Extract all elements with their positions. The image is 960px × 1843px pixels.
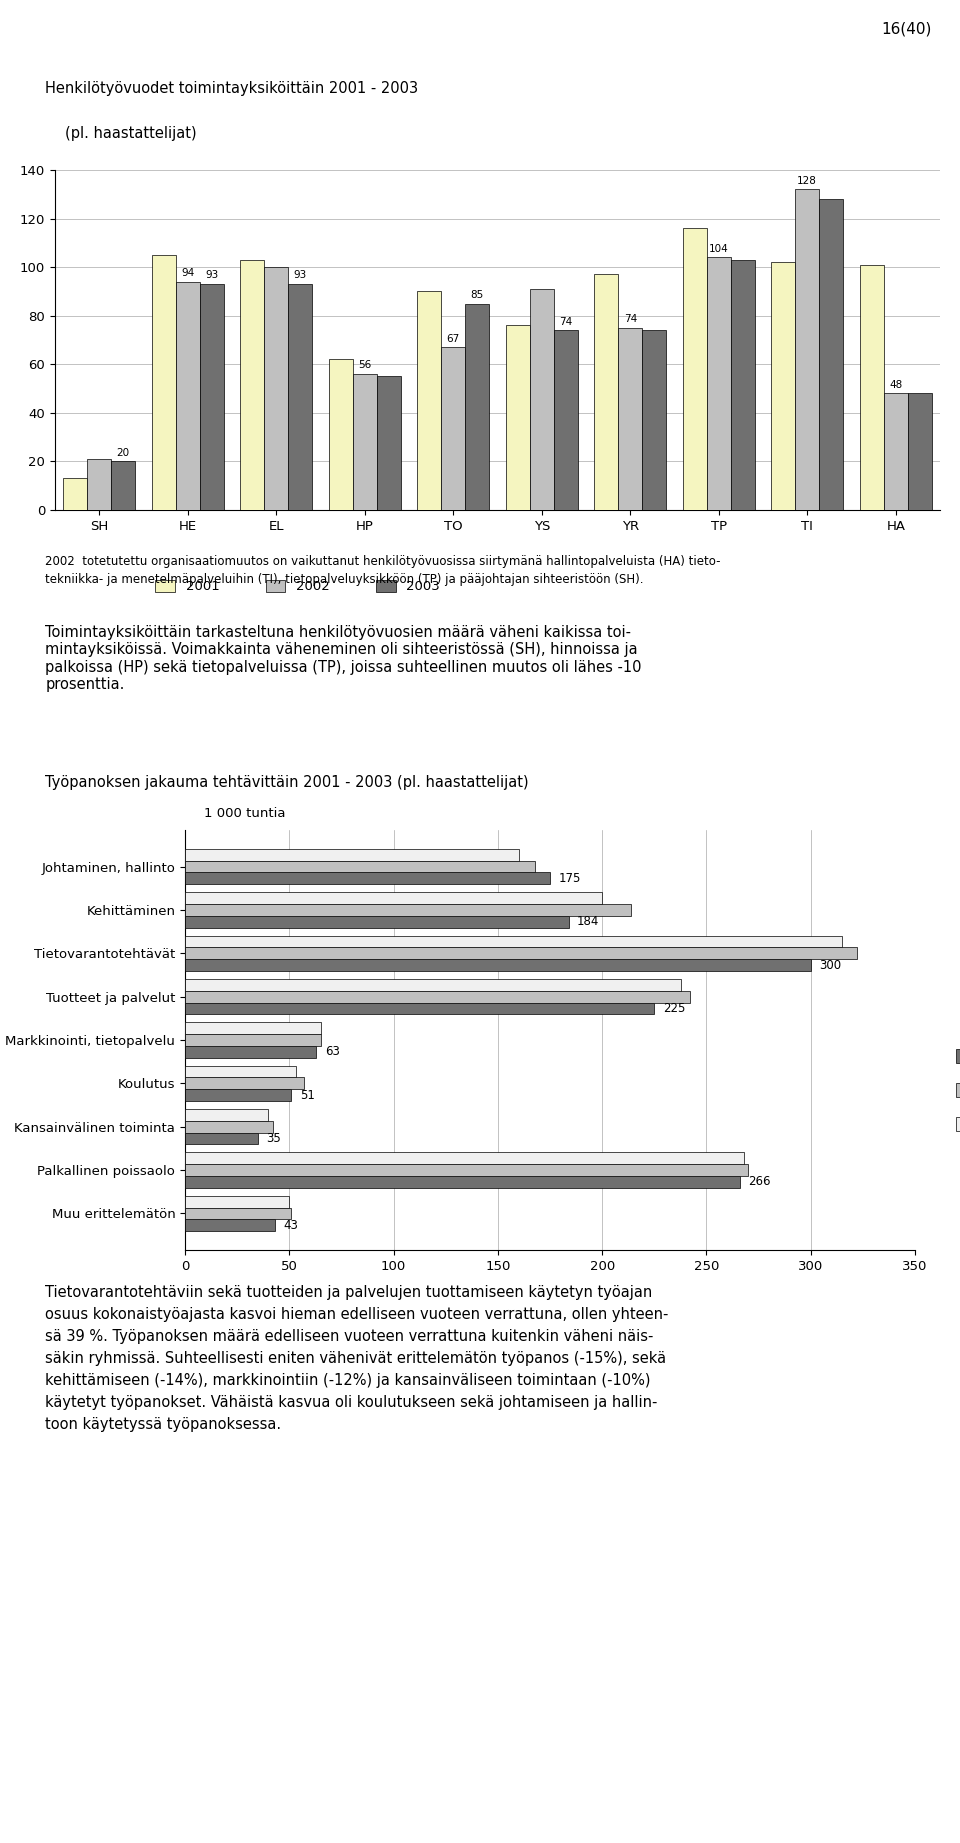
Bar	[185, 1023, 321, 1034]
Bar	[594, 275, 618, 511]
Bar	[288, 284, 312, 511]
Bar	[329, 359, 353, 511]
Bar	[185, 1045, 317, 1058]
Bar	[731, 260, 755, 511]
Text: 74: 74	[559, 317, 572, 326]
Bar	[185, 1089, 292, 1100]
Bar	[772, 262, 795, 511]
Bar	[683, 229, 707, 511]
Bar	[185, 1207, 292, 1220]
Text: Toimintayksiköittäin tarkasteltuna henkilötyövuosien määrä väheni kaikissa toi-
: Toimintayksiköittäin tarkasteltuna henki…	[45, 625, 642, 693]
Text: Henkilötyövuodet toimintayksiköittäin 2001 - 2003: Henkilötyövuodet toimintayksiköittäin 20…	[45, 81, 419, 96]
Text: 43: 43	[283, 1218, 298, 1231]
Text: 93: 93	[205, 271, 218, 280]
Text: 94: 94	[181, 267, 194, 278]
Text: toon käytetyssä työpanoksessa.: toon käytetyssä työpanoksessa.	[45, 1417, 281, 1432]
Text: 1 000 tuntia: 1 000 tuntia	[204, 807, 286, 820]
Bar	[506, 326, 530, 511]
Bar	[530, 289, 554, 511]
Bar	[185, 1109, 269, 1121]
Text: 184: 184	[577, 916, 599, 929]
Bar	[466, 304, 489, 511]
Bar	[185, 1220, 275, 1231]
Text: 67: 67	[446, 334, 460, 343]
Bar	[185, 1003, 655, 1014]
Text: Työpanoksen jakauma tehtävittäin 2001 - 2003 (pl. haastattelijat): Työpanoksen jakauma tehtävittäin 2001 - …	[45, 776, 529, 791]
Text: 2002  totetutettu organisaatiomuutos on vaikuttanut henkilötyövuosissa siirtymän: 2002 totetutettu organisaatiomuutos on v…	[45, 555, 721, 568]
Bar	[185, 861, 536, 872]
Text: 74: 74	[624, 313, 636, 324]
Bar	[185, 1065, 296, 1078]
Text: kehittämiseen (-14%), markkinointiin (-12%) ja kansainväliseen toimintaan (-10%): kehittämiseen (-14%), markkinointiin (-1…	[45, 1373, 651, 1388]
Text: 16(40): 16(40)	[881, 22, 931, 37]
Bar	[185, 872, 550, 885]
Bar	[908, 393, 931, 511]
Bar	[554, 330, 578, 511]
Bar	[185, 992, 689, 1003]
Bar	[860, 265, 884, 511]
Bar	[185, 892, 602, 905]
Bar	[87, 459, 111, 511]
Bar	[185, 1121, 273, 1133]
Bar	[185, 1176, 740, 1187]
Bar	[185, 1133, 258, 1145]
Text: (pl. haastattelijat): (pl. haastattelijat)	[64, 125, 196, 140]
Text: 48: 48	[889, 380, 902, 389]
Bar	[185, 1034, 321, 1045]
Legend: 2001, 2002, 2003: 2001, 2002, 2003	[150, 575, 445, 599]
Bar	[884, 393, 908, 511]
Bar	[642, 330, 666, 511]
Text: 175: 175	[559, 872, 581, 885]
Text: Tietovarantotehtäviin sekä tuotteiden ja palvelujen tuottamiseen käytetyn työaja: Tietovarantotehtäviin sekä tuotteiden ja…	[45, 1285, 653, 1299]
Text: 35: 35	[266, 1132, 281, 1145]
Bar	[240, 260, 264, 511]
Bar	[442, 346, 466, 511]
Text: 20: 20	[116, 448, 130, 457]
Text: 128: 128	[798, 175, 817, 186]
Bar	[185, 958, 810, 971]
Bar	[176, 282, 200, 511]
Bar	[185, 905, 632, 916]
Bar	[185, 1196, 289, 1207]
Bar	[152, 254, 176, 511]
Text: säkin ryhmissä. Suhteellisesti eniten vähenivät erittelemätön työpanos (-15%), s: säkin ryhmissä. Suhteellisesti eniten vä…	[45, 1351, 666, 1366]
Text: käytetyt työpanokset. Vähäistä kasvua oli koulutukseen sekä johtamiseen ja halli: käytetyt työpanokset. Vähäistä kasvua ol…	[45, 1395, 658, 1410]
Bar	[795, 190, 819, 511]
Bar	[418, 291, 442, 511]
Bar	[63, 479, 87, 511]
Bar	[185, 916, 568, 927]
Text: 93: 93	[294, 271, 307, 280]
Bar	[707, 258, 731, 511]
Legend: 2003, 2002, 2001: 2003, 2002, 2001	[950, 1043, 960, 1137]
Bar	[185, 936, 842, 947]
Bar	[264, 267, 288, 511]
Bar	[185, 850, 518, 861]
Bar	[200, 284, 224, 511]
Bar	[185, 1152, 744, 1165]
Text: osuus kokonaistyöajasta kasvoi hieman edelliseen vuoteen verrattuna, ollen yhtee: osuus kokonaistyöajasta kasvoi hieman ed…	[45, 1307, 669, 1321]
Bar	[185, 979, 682, 992]
Text: 63: 63	[324, 1045, 340, 1058]
Bar	[185, 1165, 748, 1176]
Text: 266: 266	[748, 1176, 771, 1189]
Text: 51: 51	[300, 1089, 315, 1102]
Text: 104: 104	[708, 243, 729, 254]
Text: 85: 85	[470, 289, 484, 300]
Text: sä 39 %. Työpanoksen määrä edelliseen vuoteen verrattuna kuitenkin väheni näis-: sä 39 %. Työpanoksen määrä edelliseen vu…	[45, 1329, 654, 1344]
Bar	[185, 947, 856, 958]
Bar	[353, 374, 376, 511]
Text: tekniikka- ja menetelmäpalveluihin (TI), tietopalveluyksikköön (TP) ja pääjohtaj: tekniikka- ja menetelmäpalveluihin (TI),…	[45, 573, 644, 586]
Text: 56: 56	[358, 361, 372, 370]
Text: 300: 300	[819, 958, 841, 971]
Bar	[819, 199, 843, 511]
Text: 225: 225	[662, 1003, 685, 1015]
Bar	[111, 461, 135, 511]
Bar	[376, 376, 400, 511]
Bar	[185, 1078, 304, 1089]
Bar	[618, 328, 642, 511]
